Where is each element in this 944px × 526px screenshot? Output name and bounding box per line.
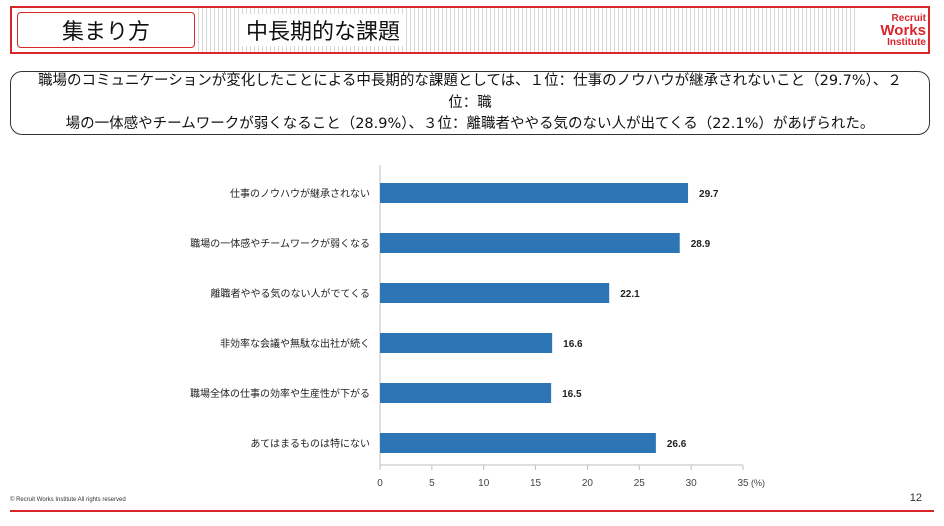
category-label: 非効率な会議や無駄な出社が続く (220, 337, 370, 350)
footer-line (10, 510, 934, 512)
category-label: 職場の一体感やチームワークが弱くなる (190, 237, 370, 250)
summary-line2: 場の一体感やチームワークが弱くなること（28.9%）、３位：離職者ややる気のない… (65, 115, 875, 132)
bar (380, 183, 689, 203)
header-frame (10, 6, 930, 54)
page-number: 12 (909, 492, 922, 504)
x-tick-label: 25 (634, 478, 646, 489)
data-label: 16.6 (563, 339, 583, 350)
bar (380, 383, 552, 403)
data-label: 16.5 (562, 389, 582, 400)
x-axis-unit: (%) (751, 478, 765, 488)
logo-line1: Recruit (891, 13, 926, 24)
x-tick-label: 35 (737, 478, 749, 489)
category-label: あてはまるものは特にない (250, 438, 370, 450)
category-label: 仕事のノウハウが継承されない (230, 187, 370, 200)
bar (380, 233, 680, 253)
data-label: 28.9 (691, 239, 711, 250)
recruit-works-logo: Recruit Works Institute (880, 14, 926, 47)
page-title: 中長期的な課題 (240, 14, 407, 46)
bar-chart: 0 5 10 15 20 25 30 35 (%) 仕事のノウハウが継承されない 29.7 職場の一体… (190, 165, 765, 489)
x-tick-label: 15 (530, 478, 542, 489)
section-label: 集まり方 (17, 12, 195, 48)
logo-line2: Works (880, 21, 926, 39)
x-tick-label: 30 (686, 478, 698, 489)
bar (380, 433, 656, 453)
summary-line1: 職場のコミュニケーションが変化したことによる中長期的な課題としては、１位：仕事の… (38, 73, 902, 111)
x-tick-label: 20 (582, 478, 594, 489)
data-label: 29.7 (699, 189, 719, 200)
x-tick-label: 5 (429, 478, 435, 489)
x-tick-label: 0 (377, 478, 383, 489)
data-label: 26.6 (667, 439, 687, 450)
bar (380, 283, 610, 303)
category-label: 離職者ややる気のない人がでてくる (211, 287, 371, 300)
x-tick-label: 10 (478, 478, 490, 489)
category-label: 職場全体の仕事の効率や生産性が下がる (190, 387, 370, 400)
summary-box: 職場のコミュニケーションが変化したことによる中長期的な課題としては、１位：仕事の… (10, 71, 930, 135)
logo-line3: Institute (887, 36, 926, 48)
copyright: © Recruit Works Institute All rights res… (10, 497, 126, 503)
data-label: 22.1 (620, 289, 640, 300)
bar (380, 333, 553, 353)
